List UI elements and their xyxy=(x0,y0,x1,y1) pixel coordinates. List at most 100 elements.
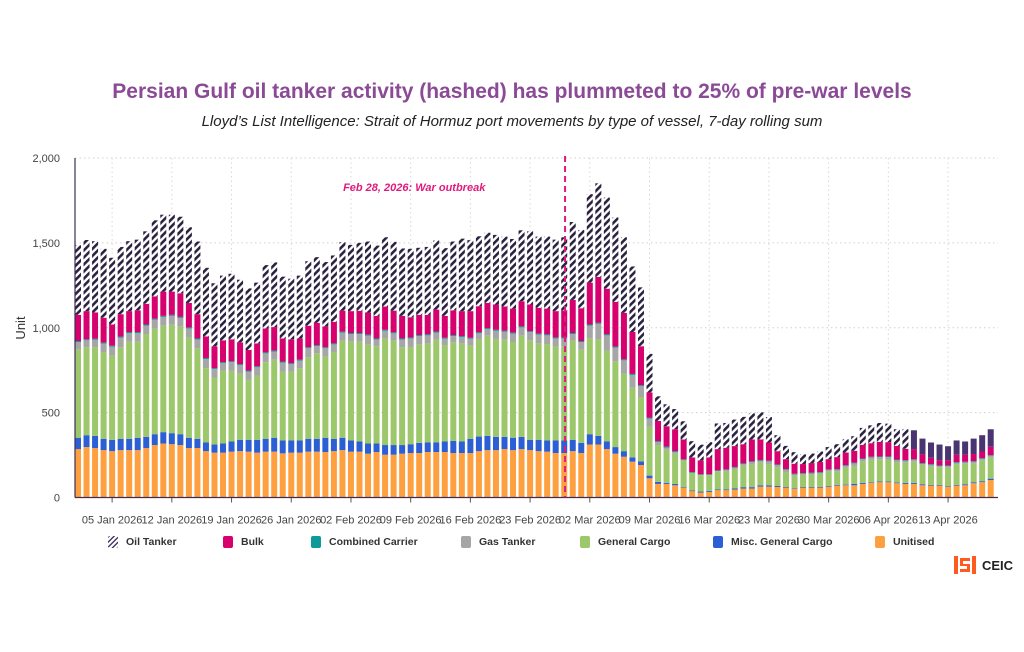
bar-segment-combined-carrier xyxy=(782,468,789,470)
bar-stack xyxy=(279,276,286,498)
bar-segment-combined-carrier xyxy=(765,460,772,462)
bar-segment-general-cargo xyxy=(143,334,150,437)
bar-segment-unitised xyxy=(237,451,244,498)
bar-segment-bulk xyxy=(714,449,721,471)
bar-segment-combined-carrier xyxy=(305,347,312,349)
bar-segment-bulk xyxy=(228,339,235,362)
bar-segment-unitised xyxy=(561,453,568,498)
bar-segment-combined-carrier xyxy=(842,465,849,466)
bar-segment-gas-tanker xyxy=(254,367,261,376)
bar-segment-misc-general-cargo xyxy=(569,439,576,452)
bar-segment-combined-carrier xyxy=(245,370,252,372)
bar-segment-oil-tanker xyxy=(919,438,926,455)
bar-segment-misc-general-cargo xyxy=(603,441,610,450)
bar-stack xyxy=(808,453,815,498)
ceic-logo: CEIC xyxy=(954,556,1013,574)
bar-stack xyxy=(544,236,551,498)
bar-segment-misc-general-cargo xyxy=(663,482,670,484)
bar-segment-general-cargo xyxy=(765,464,772,486)
x-tick-label: 12 Jan 2026 xyxy=(142,515,203,527)
bar-segment-general-cargo xyxy=(612,361,619,448)
legend-item-oil-tanker[interactable]: Oil Tanker xyxy=(108,536,177,548)
x-tick-label: 26 Jan 2026 xyxy=(261,515,322,527)
bar-segment-misc-general-cargo xyxy=(782,486,789,488)
bar-stack xyxy=(876,422,883,498)
bar-segment-general-cargo xyxy=(100,352,107,439)
bar-segment-misc-general-cargo xyxy=(552,440,559,454)
bar-segment-oil-tanker xyxy=(970,438,977,455)
x-tick-label: 16 Mar 2026 xyxy=(678,515,740,527)
bar-segment-gas-tanker xyxy=(416,336,423,345)
x-tick-label: 23 Feb 2026 xyxy=(499,515,561,527)
bar-segment-unitised xyxy=(271,451,278,498)
bar-segment-bulk xyxy=(637,346,644,386)
bar-segment-oil-tanker xyxy=(936,444,943,461)
legend-item-gas-tanker[interactable]: Gas Tanker xyxy=(461,536,535,548)
bar-segment-gas-tanker xyxy=(893,459,900,463)
bar-segment-unitised xyxy=(143,448,150,498)
bar-stack xyxy=(987,429,994,498)
bar-segment-unitised xyxy=(962,485,969,498)
bar-segment-gas-tanker xyxy=(979,458,986,461)
bar-segment-gas-tanker xyxy=(808,473,815,475)
bar-segment-unitised xyxy=(928,485,934,498)
bar-segment-bulk xyxy=(936,460,943,466)
bar-segment-misc-general-cargo xyxy=(842,484,849,486)
bar-segment-oil-tanker xyxy=(185,227,192,303)
bar-stack xyxy=(586,194,593,498)
bar-segment-general-cargo xyxy=(586,338,593,435)
legend-item-combined-carrier[interactable]: Combined Carrier xyxy=(311,536,418,548)
bar-segment-unitised xyxy=(885,482,892,498)
bar-segment-oil-tanker xyxy=(714,423,721,450)
bar-segment-gas-tanker xyxy=(279,362,286,372)
bar-segment-combined-carrier xyxy=(347,333,354,335)
bar-segment-bulk xyxy=(663,426,670,447)
bar-segment-misc-general-cargo xyxy=(271,437,278,452)
bar-segment-gas-tanker xyxy=(220,363,227,371)
bar-segment-combined-carrier xyxy=(390,332,397,334)
y-tick-label: 2,000 xyxy=(32,153,60,165)
legend-swatch xyxy=(713,536,723,548)
bar-segment-combined-carrier xyxy=(117,336,124,338)
bar-segment-gas-tanker xyxy=(928,464,934,467)
bar-segment-oil-tanker xyxy=(893,429,900,446)
bar-stack xyxy=(271,262,278,498)
bar-segment-general-cargo xyxy=(714,471,721,490)
legend-item-unitised[interactable]: Unitised xyxy=(875,536,934,548)
bar-segment-general-cargo xyxy=(689,472,696,491)
bar-stack xyxy=(390,241,397,498)
bar-segment-misc-general-cargo xyxy=(859,482,866,484)
bar-segment-bulk xyxy=(484,302,491,329)
bar-segment-general-cargo xyxy=(876,459,883,482)
bar-segment-misc-general-cargo xyxy=(800,486,807,488)
bar-stack xyxy=(305,261,312,498)
bar-stack xyxy=(126,241,133,498)
bar-segment-gas-tanker xyxy=(441,338,448,346)
bar-segment-gas-tanker xyxy=(501,331,508,340)
legend-item-general-cargo[interactable]: General Cargo xyxy=(580,536,670,548)
bar-segment-unitised xyxy=(902,483,909,498)
legend-item-misc-general-cargo[interactable]: Misc. General Cargo xyxy=(713,536,833,548)
bar-segment-oil-tanker xyxy=(279,276,286,339)
bar-stack xyxy=(262,265,269,498)
bar-stack xyxy=(774,435,781,498)
bar-segment-gas-tanker xyxy=(731,467,738,469)
bar-segment-combined-carrier xyxy=(910,459,917,460)
bar-segment-general-cargo xyxy=(288,371,295,441)
axes: 0 500 1,000 1,500 2,000 05 Jan 2026 12 Jan 202… xyxy=(32,153,998,527)
bar-segment-unitised xyxy=(450,453,457,498)
bar-stack xyxy=(817,451,824,498)
bar-segment-general-cargo xyxy=(859,461,866,483)
legend-item-bulk[interactable]: Bulk xyxy=(223,536,264,548)
bar-stack xyxy=(842,439,849,498)
bar-stack xyxy=(620,237,627,498)
bar-segment-gas-tanker xyxy=(322,348,329,357)
bar-segment-oil-tanker xyxy=(518,230,525,302)
legend-label: Misc. General Cargo xyxy=(731,536,833,548)
bar-segment-general-cargo xyxy=(561,346,568,441)
bar-segment-unitised xyxy=(672,485,679,498)
bar-segment-unitised xyxy=(689,490,696,498)
bar-segment-misc-general-cargo xyxy=(330,438,337,452)
bar-segment-unitised xyxy=(535,451,542,498)
bar-segment-oil-tanker xyxy=(211,283,218,347)
